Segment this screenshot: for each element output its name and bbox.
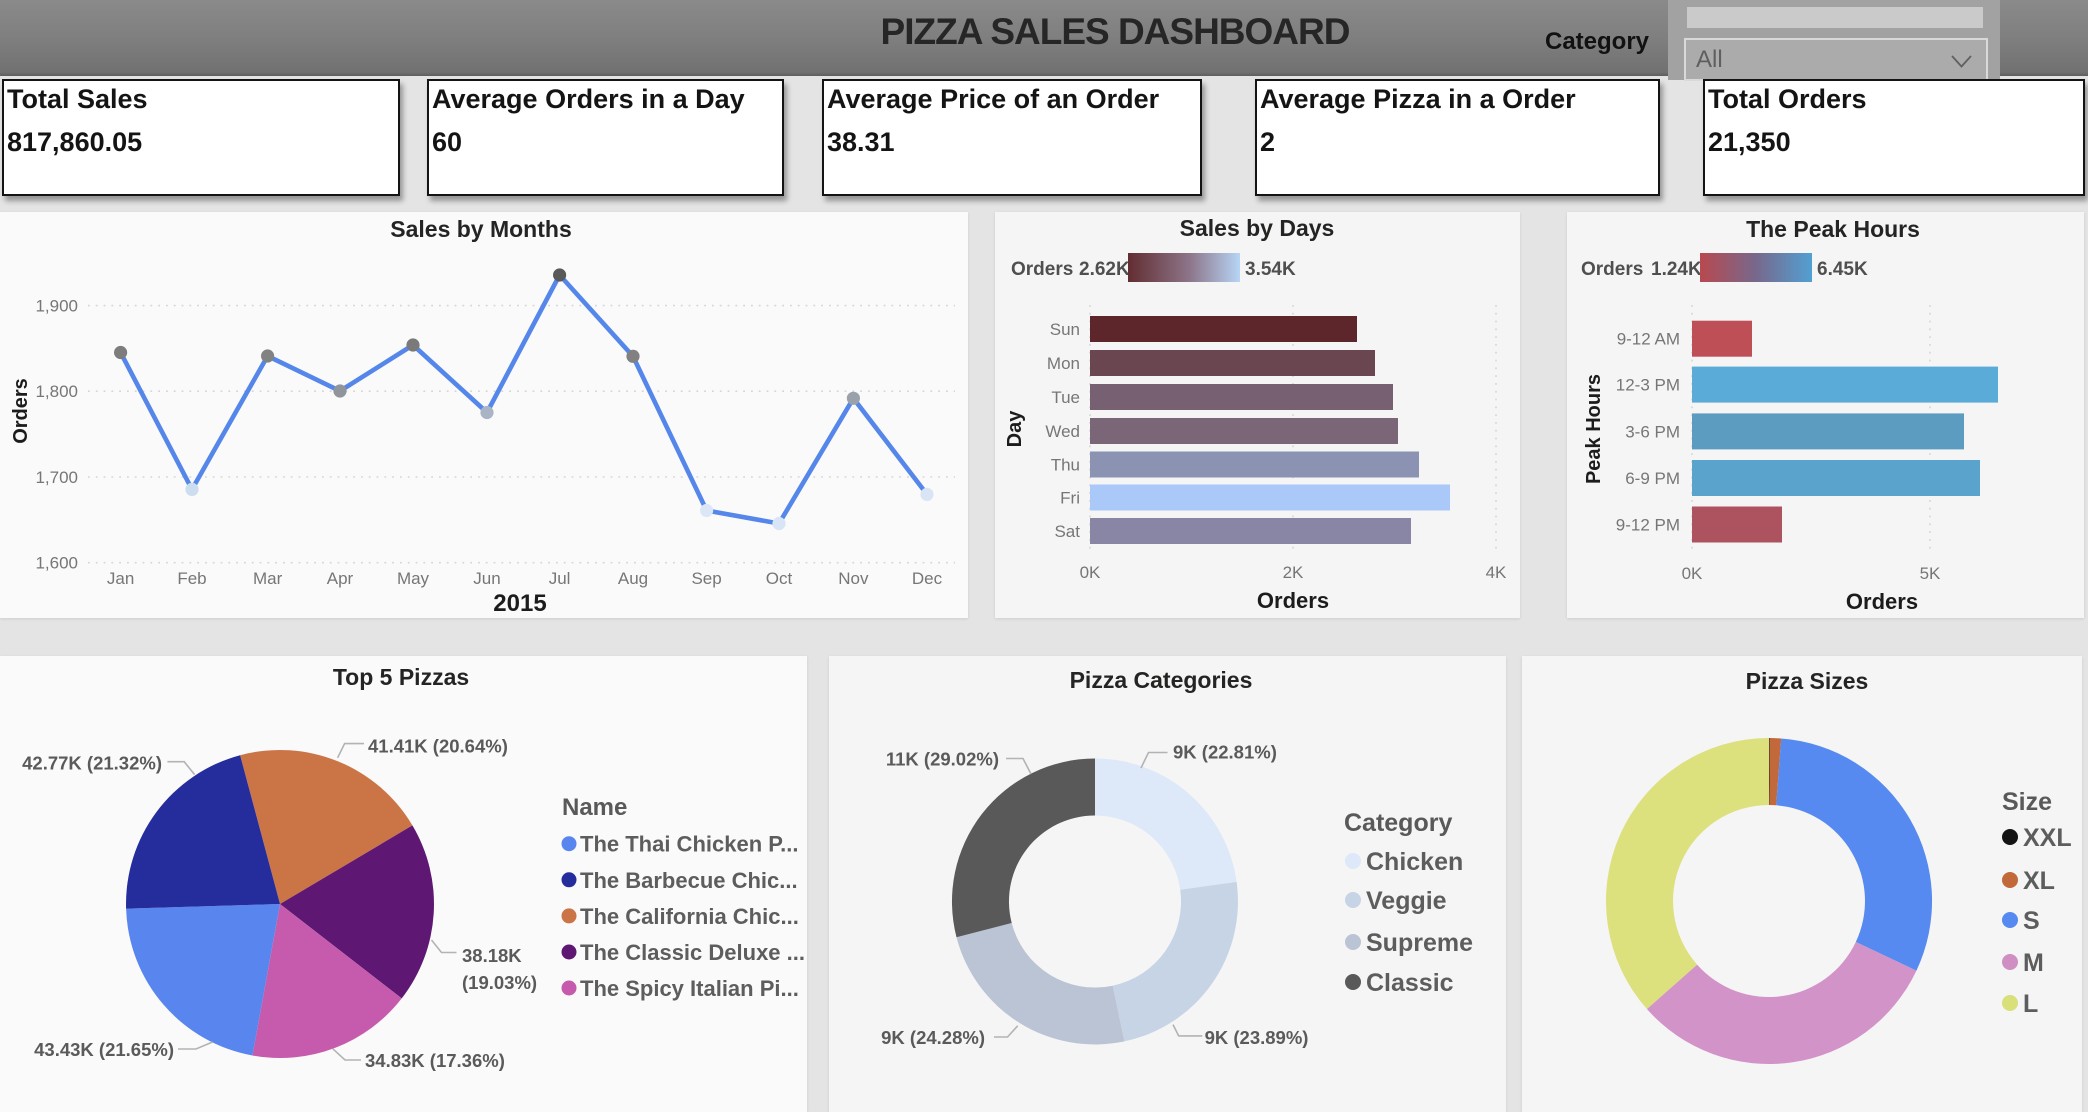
svg-text:Top 5 Pizzas: Top 5 Pizzas xyxy=(333,664,469,690)
svg-text:Chicken: Chicken xyxy=(1366,848,1463,876)
svg-text:Apr: Apr xyxy=(327,569,354,588)
svg-text:Veggie: Veggie xyxy=(1366,887,1447,915)
svg-text:6.45K: 6.45K xyxy=(1817,259,1868,280)
svg-text:11K (29.02%): 11K (29.02%) xyxy=(886,749,999,770)
svg-text:2015: 2015 xyxy=(493,590,546,617)
svg-text:9K (23.89%): 9K (23.89%) xyxy=(1205,1027,1309,1048)
svg-text:Sun: Sun xyxy=(1050,320,1080,339)
svg-text:May: May xyxy=(397,569,430,588)
svg-text:Sep: Sep xyxy=(691,569,721,588)
svg-text:Feb: Feb xyxy=(177,569,206,588)
svg-text:Dec: Dec xyxy=(912,569,943,588)
svg-text:Sales by Months: Sales by Months xyxy=(390,216,571,242)
svg-text:9K (22.81%): 9K (22.81%) xyxy=(1173,742,1277,763)
svg-text:1,900: 1,900 xyxy=(35,297,78,316)
svg-text:12-3 PM: 12-3 PM xyxy=(1616,376,1680,395)
svg-text:6-9 PM: 6-9 PM xyxy=(1625,469,1680,488)
svg-text:The Peak Hours: The Peak Hours xyxy=(1746,216,1920,242)
svg-text:Jun: Jun xyxy=(473,569,500,588)
svg-text:(19.03%): (19.03%) xyxy=(462,972,537,993)
svg-text:Size: Size xyxy=(2002,788,2052,816)
svg-text:S: S xyxy=(2023,907,2040,935)
svg-text:4K: 4K xyxy=(1486,563,1507,582)
svg-text:34.83K (17.36%): 34.83K (17.36%) xyxy=(365,1050,505,1071)
svg-text:XXL: XXL xyxy=(2023,824,2072,852)
svg-text:Orders: Orders xyxy=(1581,259,1643,280)
svg-text:Orders: Orders xyxy=(10,378,32,444)
svg-text:43.43K (21.65%): 43.43K (21.65%) xyxy=(34,1039,174,1060)
svg-text:Supreme: Supreme xyxy=(1366,929,1473,957)
svg-text:42.77K (21.32%): 42.77K (21.32%) xyxy=(22,752,162,773)
svg-text:Sales by Days: Sales by Days xyxy=(1180,215,1335,241)
svg-text:Mon: Mon xyxy=(1047,354,1080,373)
svg-text:Orders: Orders xyxy=(1011,259,1073,280)
svg-text:The Spicy Italian Pi...: The Spicy Italian Pi... xyxy=(580,976,799,1001)
svg-text:Peak Hours: Peak Hours xyxy=(1583,374,1605,484)
svg-text:Mar: Mar xyxy=(253,569,283,588)
svg-text:3.54K: 3.54K xyxy=(1245,259,1296,280)
svg-text:9K (24.28%): 9K (24.28%) xyxy=(881,1027,985,1048)
svg-text:1,600: 1,600 xyxy=(35,554,78,573)
svg-text:Jan: Jan xyxy=(107,569,134,588)
svg-text:41.41K (20.64%): 41.41K (20.64%) xyxy=(368,736,508,757)
svg-text:L: L xyxy=(2023,990,2038,1018)
svg-text:Fri: Fri xyxy=(1060,489,1080,508)
svg-text:2K: 2K xyxy=(1283,563,1304,582)
svg-text:9-12 PM: 9-12 PM xyxy=(1616,516,1680,535)
svg-text:Sat: Sat xyxy=(1054,522,1080,541)
svg-text:Name: Name xyxy=(562,794,627,821)
svg-text:Orders: Orders xyxy=(1846,589,1918,614)
svg-text:9-12 AM: 9-12 AM xyxy=(1617,330,1680,349)
svg-text:3-6 PM: 3-6 PM xyxy=(1625,422,1680,441)
svg-text:1.24K: 1.24K xyxy=(1651,259,1702,280)
svg-text:Aug: Aug xyxy=(618,569,648,588)
svg-text:0K: 0K xyxy=(1080,563,1101,582)
svg-text:Category: Category xyxy=(1344,809,1452,837)
svg-text:The Barbecue Chic...: The Barbecue Chic... xyxy=(580,868,798,893)
svg-text:38.18K: 38.18K xyxy=(462,945,522,966)
svg-text:2.62K: 2.62K xyxy=(1079,259,1130,280)
svg-text:Nov: Nov xyxy=(838,569,869,588)
svg-text:The Classic Deluxe ...: The Classic Deluxe ... xyxy=(580,940,805,965)
svg-text:Day: Day xyxy=(1004,410,1026,448)
svg-text:The Thai Chicken P...: The Thai Chicken P... xyxy=(580,832,798,857)
svg-text:Classic: Classic xyxy=(1366,969,1454,997)
svg-text:0K: 0K xyxy=(1682,564,1703,583)
svg-text:Thu: Thu xyxy=(1051,456,1080,475)
svg-text:5K: 5K xyxy=(1920,564,1941,583)
svg-text:1,800: 1,800 xyxy=(35,382,78,401)
svg-text:1,700: 1,700 xyxy=(35,468,78,487)
svg-text:Oct: Oct xyxy=(766,569,793,588)
svg-text:Pizza Sizes: Pizza Sizes xyxy=(1746,668,1869,694)
svg-text:Pizza Categories: Pizza Categories xyxy=(1070,667,1253,693)
svg-text:Orders: Orders xyxy=(1257,588,1329,613)
svg-text:M: M xyxy=(2023,949,2044,977)
svg-text:Wed: Wed xyxy=(1045,422,1080,441)
svg-text:XL: XL xyxy=(2023,867,2055,895)
svg-text:Jul: Jul xyxy=(549,569,571,588)
svg-text:Tue: Tue xyxy=(1051,388,1080,407)
svg-text:The California Chic...: The California Chic... xyxy=(580,904,799,929)
